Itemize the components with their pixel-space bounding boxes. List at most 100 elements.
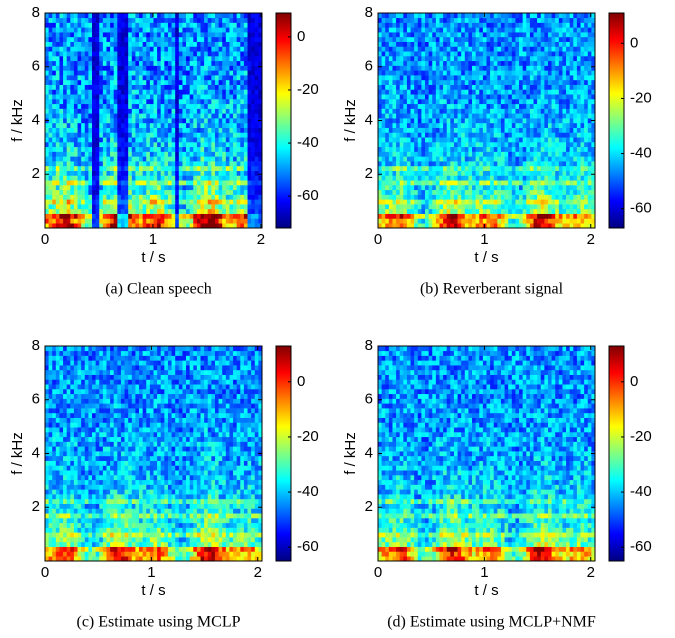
spectrogram-cell — [500, 17, 505, 23]
spectrogram-cell — [106, 127, 111, 133]
spectrogram-cell — [425, 175, 429, 181]
spectrogram-cell — [240, 122, 245, 128]
spectrogram-cell — [522, 204, 527, 210]
spectrogram-cell — [519, 180, 523, 186]
spectrogram-cell — [388, 156, 393, 162]
spectrogram-cell — [414, 185, 419, 191]
spectrogram-cell — [403, 137, 408, 143]
spectrogram-cell — [435, 132, 440, 138]
spectrogram-cell — [186, 185, 190, 191]
spectrogram-cell — [504, 180, 509, 186]
spectrogram-cell — [435, 84, 440, 90]
spectrogram-cell — [233, 161, 237, 167]
spectrogram-cell — [189, 213, 194, 219]
spectrogram-cell — [500, 56, 505, 62]
spectrogram-cell — [381, 89, 386, 95]
spectrogram-cell — [236, 27, 241, 33]
spectrogram-cell — [204, 161, 209, 167]
spectrogram-cell — [240, 137, 245, 143]
spectrogram-cell — [171, 27, 176, 33]
spectrogram-cell — [77, 213, 82, 219]
spectrogram-cell — [486, 137, 491, 143]
spectrogram-cell — [457, 22, 462, 28]
spectrogram-cell — [504, 156, 509, 162]
spectrogram-cell — [182, 208, 187, 214]
spectrogram-cell — [135, 204, 140, 210]
spectrogram-cell — [446, 204, 451, 210]
spectrogram-cell — [443, 156, 448, 162]
spectrogram-cell — [254, 208, 259, 214]
spectrogram-cell — [529, 194, 534, 200]
spectrogram-cell — [88, 218, 93, 224]
spectrogram-cell — [167, 36, 172, 42]
spectrogram-cell — [425, 127, 429, 133]
spectrogram-cell — [102, 89, 107, 95]
spectrogram-cell — [490, 156, 495, 162]
spectrogram-cell — [135, 223, 140, 229]
spectrogram-cell — [399, 204, 404, 210]
spectrogram-cell — [48, 213, 53, 219]
spectrogram-cell — [453, 146, 458, 152]
spectrogram-cell — [189, 60, 194, 66]
spectrogram-cell — [385, 27, 390, 33]
spectrogram-cell — [414, 170, 419, 176]
spectrogram-cell — [453, 151, 458, 157]
spectrogram-cell — [160, 17, 165, 23]
spectrogram-cell — [519, 218, 523, 224]
spectrogram-cell — [482, 170, 487, 176]
spectrogram-cell — [540, 142, 545, 148]
spectrogram-cell — [247, 113, 252, 119]
spectrogram-cell — [421, 118, 426, 124]
spectrogram-cell — [189, 56, 194, 62]
spectrogram-cell — [229, 223, 234, 229]
spectrogram-cell — [490, 65, 495, 71]
spectrogram-cell — [428, 99, 433, 105]
spectrogram-cell — [468, 165, 473, 171]
spectrogram-cell — [537, 199, 542, 205]
spectrogram-cell — [66, 175, 71, 181]
spectrogram-cell — [131, 22, 136, 28]
spectrogram-cell — [120, 84, 125, 90]
spectrogram-cell — [178, 175, 183, 181]
spectrogram-cell — [392, 56, 397, 62]
spectrogram-cell — [164, 27, 169, 33]
spectrogram-cell — [171, 22, 176, 28]
spectrogram-cell — [515, 13, 520, 19]
spectrogram-cell — [258, 108, 263, 114]
spectrogram-cell — [435, 60, 440, 66]
spectrogram-cell — [106, 41, 111, 47]
spectrogram-cell — [211, 99, 216, 105]
spectrogram-cell — [399, 70, 404, 76]
spectrogram-cell — [45, 56, 49, 62]
spectrogram-cell — [529, 56, 534, 62]
spectrogram-cell — [519, 51, 523, 57]
spectrogram-cell — [63, 194, 67, 200]
spectrogram-cell — [254, 99, 259, 105]
spectrogram-cell — [519, 103, 523, 109]
spectrogram-cell — [178, 189, 183, 195]
spectrogram-cell — [432, 170, 437, 176]
spectrogram-cell — [425, 213, 429, 219]
spectrogram-cell — [508, 180, 513, 186]
spectrogram-cell — [421, 199, 426, 205]
spectrogram-cell — [493, 75, 498, 81]
spectrogram-cell — [117, 27, 122, 33]
spectrogram-cell — [196, 218, 201, 224]
spectrogram-cell — [204, 122, 209, 128]
spectrogram-cell — [117, 60, 122, 66]
spectrogram-cell — [48, 170, 53, 176]
spectrogram-cell — [432, 65, 437, 71]
spectrogram-cell — [388, 122, 393, 128]
spectrogram-cell — [70, 170, 75, 176]
spectrogram-cell — [490, 108, 495, 114]
spectrogram-cell — [128, 56, 133, 62]
spectrogram-cell — [497, 17, 502, 23]
spectrogram-cell — [218, 146, 223, 152]
spectrogram-cell — [233, 84, 237, 90]
spectrogram-cell — [73, 199, 78, 205]
spectrogram-cell — [392, 51, 397, 57]
spectrogram-cell — [135, 32, 140, 38]
spectrogram-cell — [508, 204, 513, 210]
spectrogram-cell — [414, 213, 419, 219]
spectrogram-cell — [52, 99, 57, 105]
